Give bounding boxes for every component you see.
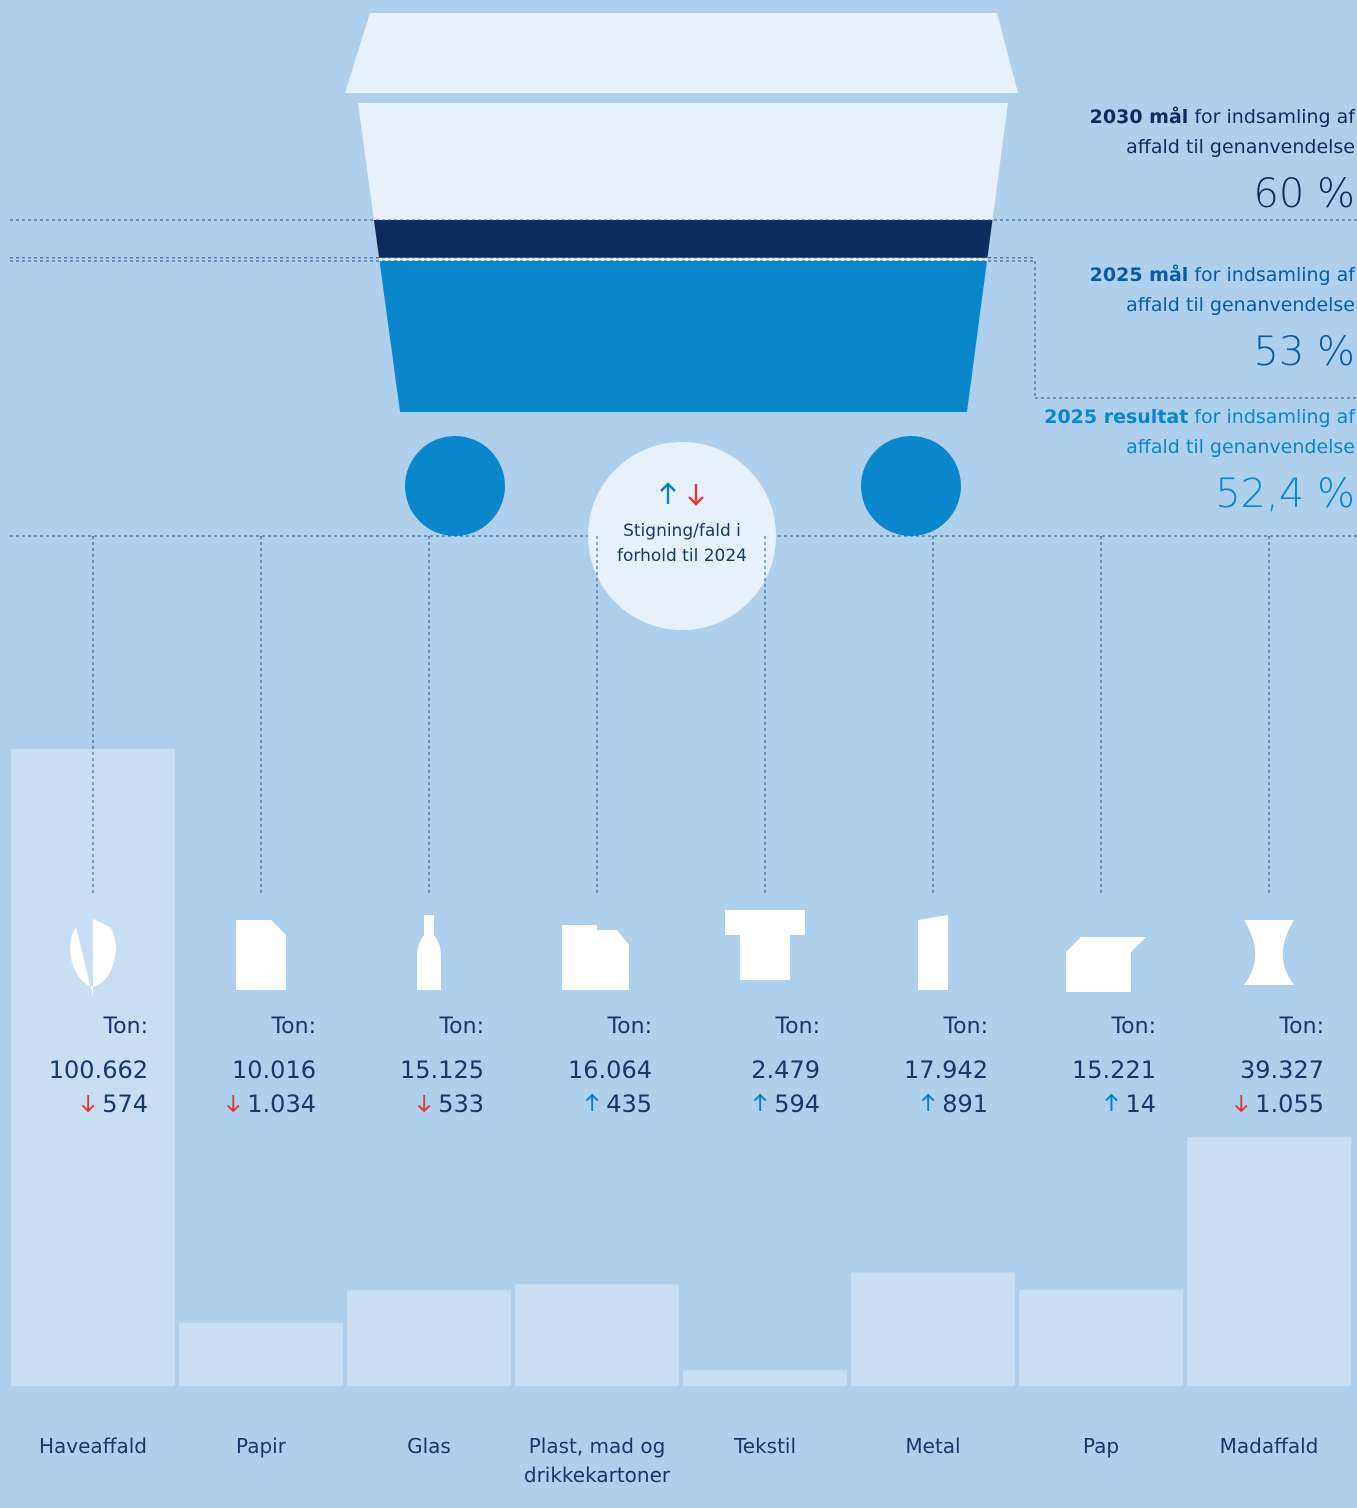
change-label: 594 bbox=[774, 1090, 820, 1118]
category-label: Tekstil bbox=[681, 1432, 849, 1461]
value-label: 15.125 bbox=[400, 1056, 484, 1084]
target-text: for indsamling af bbox=[1194, 406, 1356, 428]
change-label: 14 bbox=[1125, 1090, 1156, 1118]
bar bbox=[851, 1272, 1015, 1386]
arrow-down bbox=[419, 1095, 430, 1111]
change-label: 1.055 bbox=[1255, 1090, 1324, 1118]
unit-label: Ton: bbox=[1278, 1014, 1324, 1039]
category-icon bbox=[562, 925, 629, 990]
legend-text: forhold til 2024 bbox=[617, 546, 747, 566]
unit-label: Ton: bbox=[774, 1014, 820, 1039]
unit-label: Ton: bbox=[102, 1014, 148, 1039]
category-label: Haveaffald bbox=[9, 1432, 177, 1461]
arrow-up bbox=[755, 1095, 766, 1111]
value-label: 10.016 bbox=[232, 1056, 316, 1084]
arrow-path bbox=[587, 1095, 598, 1111]
target-value: 52,4 % bbox=[1215, 471, 1355, 517]
category-icon bbox=[918, 915, 948, 990]
category-icon bbox=[417, 915, 441, 990]
target-value: 60 % bbox=[1253, 171, 1355, 217]
arrow-path bbox=[755, 1095, 766, 1111]
arrow-down bbox=[1236, 1095, 1247, 1111]
cart-lid bbox=[345, 13, 1018, 93]
category-label: Pap bbox=[1017, 1432, 1185, 1461]
category-label: Metal bbox=[849, 1432, 1017, 1461]
bar bbox=[515, 1284, 679, 1386]
unit-label: Ton: bbox=[438, 1014, 484, 1039]
arrow-up bbox=[923, 1095, 934, 1111]
target-text: affald til genanvendelse bbox=[1126, 294, 1355, 316]
value-label: 100.662 bbox=[49, 1056, 148, 1084]
unit-label: Ton: bbox=[1110, 1014, 1156, 1039]
arrow-path bbox=[1236, 1095, 1247, 1111]
arrow-path bbox=[419, 1095, 430, 1111]
arrow-path bbox=[228, 1095, 239, 1111]
bar bbox=[179, 1323, 343, 1386]
target-label: 2030 mål bbox=[1090, 104, 1189, 128]
category-icon bbox=[1244, 920, 1294, 985]
category-label: Glas bbox=[345, 1432, 513, 1461]
arrow-path bbox=[923, 1095, 934, 1111]
result-fill bbox=[379, 261, 987, 412]
unit-label: Ton: bbox=[942, 1014, 988, 1039]
chart: 2030 mål for indsamling af affald til gen… bbox=[0, 0, 1357, 1508]
target-text: affald til genanvendelse bbox=[1126, 436, 1355, 458]
change-label: 574 bbox=[102, 1090, 148, 1118]
arrow-up bbox=[587, 1095, 598, 1111]
value-label: 16.064 bbox=[568, 1056, 652, 1084]
bar bbox=[347, 1290, 511, 1386]
bar bbox=[1187, 1137, 1351, 1386]
unit-label: Ton: bbox=[606, 1014, 652, 1039]
category-icon bbox=[1066, 937, 1146, 992]
infographic: 2030 mål for indsamling af affald til gen… bbox=[0, 0, 1357, 1508]
value-label: 2.479 bbox=[751, 1056, 820, 1084]
category-label: Plast, mad og drikkekartoner bbox=[513, 1432, 681, 1490]
target-caption: 2025 mål for indsamling af bbox=[1090, 262, 1357, 286]
arrow-down bbox=[228, 1095, 239, 1111]
category-label: Papir bbox=[177, 1432, 345, 1461]
wheel bbox=[405, 436, 505, 536]
arrow-path bbox=[1106, 1095, 1117, 1111]
arrow-up bbox=[1106, 1095, 1117, 1111]
value-label: 39.327 bbox=[1240, 1056, 1324, 1084]
target-label: 2025 mål bbox=[1090, 262, 1189, 286]
value-label: 17.942 bbox=[904, 1056, 988, 1084]
target-band bbox=[374, 220, 993, 258]
category-icon bbox=[236, 920, 286, 990]
category-label: Madaffald bbox=[1185, 1432, 1353, 1461]
unit-label: Ton: bbox=[270, 1014, 316, 1039]
change-label: 1.034 bbox=[247, 1090, 316, 1118]
change-label: 435 bbox=[606, 1090, 652, 1118]
target-value: 53 % bbox=[1253, 329, 1355, 375]
bar bbox=[1019, 1290, 1183, 1386]
target-caption: 2030 mål for indsamling af bbox=[1090, 104, 1357, 128]
change-label: 891 bbox=[942, 1090, 988, 1118]
target-text: for indsamling af bbox=[1194, 264, 1356, 286]
target-text: affald til genanvendelse bbox=[1126, 136, 1355, 158]
target-label: 2025 resultat bbox=[1044, 406, 1188, 428]
value-label: 15.221 bbox=[1072, 1056, 1156, 1084]
target-caption: 2025 resultat for indsamling af bbox=[1044, 406, 1356, 428]
target-text: for indsamling af bbox=[1194, 106, 1356, 128]
legend-text: Stigning/fald i bbox=[623, 521, 741, 541]
bar bbox=[683, 1370, 847, 1386]
wheel bbox=[861, 436, 961, 536]
category-icon bbox=[725, 910, 805, 980]
change-label: 533 bbox=[438, 1090, 484, 1118]
